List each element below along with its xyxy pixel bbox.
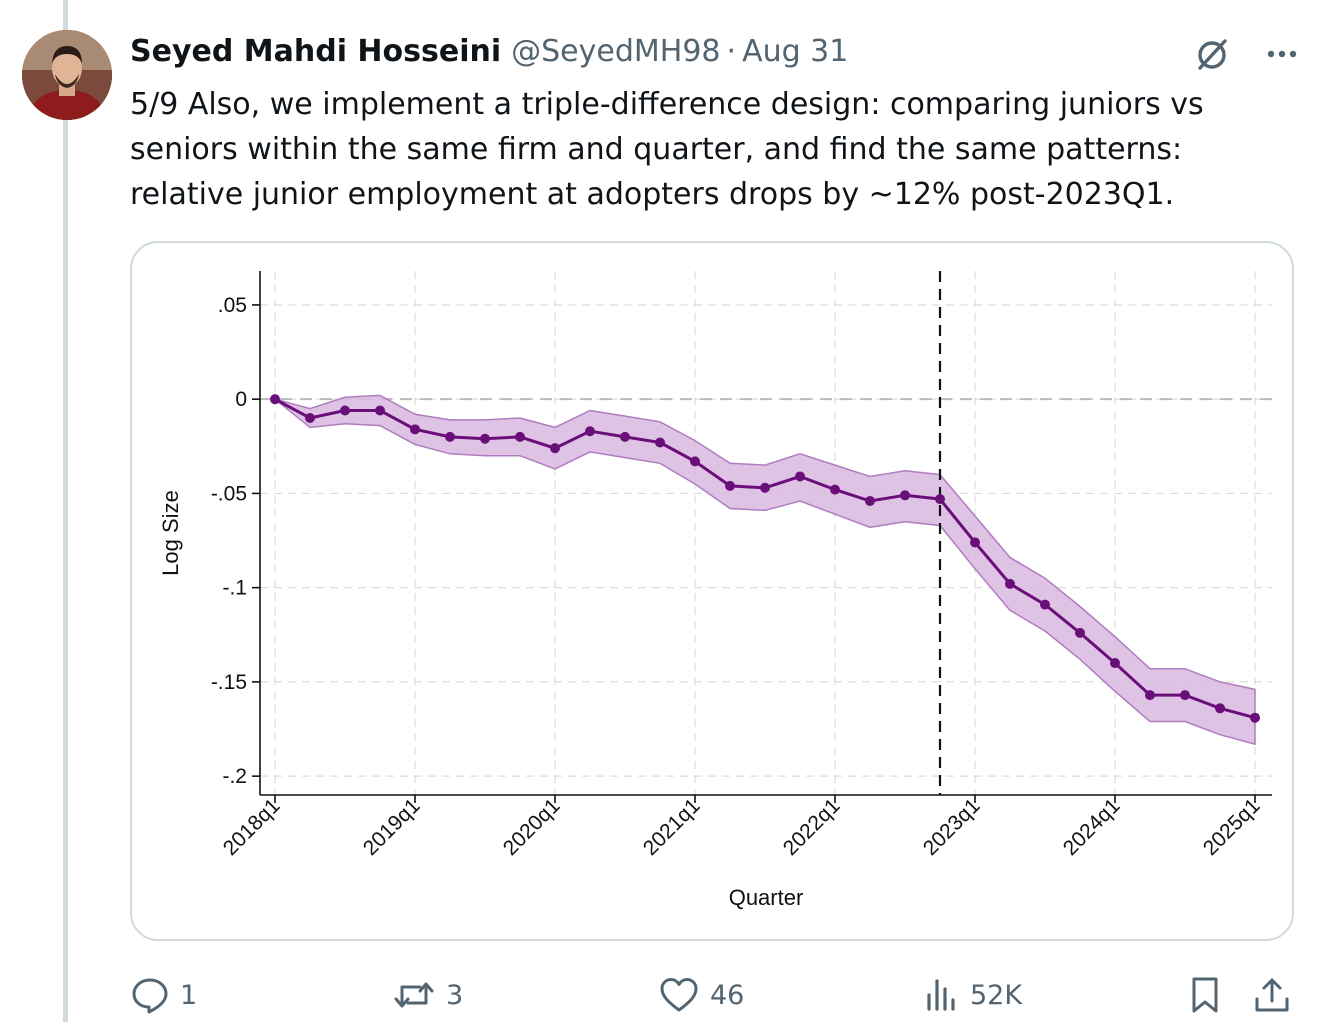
views-button[interactable]: 52K (924, 970, 1022, 1020)
avatar[interactable] (22, 30, 112, 120)
data-point (375, 405, 385, 416)
data-point (795, 471, 805, 482)
data-point (655, 437, 665, 448)
share-button[interactable] (1252, 970, 1292, 1020)
y-tick-label: .05 (218, 294, 247, 317)
data-point (900, 490, 910, 501)
x-tick-label: 2018q1 (219, 794, 285, 860)
y-tick-label: -.1 (222, 577, 247, 600)
data-point (970, 537, 980, 548)
reply-button[interactable]: 1 (130, 970, 197, 1020)
y-axis-title: Log Size (158, 490, 183, 576)
chart: .05 0 -.05 -.1 -.15 -.2 2018q1 2019q1 2020q1 2021… (158, 271, 1272, 910)
data-point (830, 484, 840, 495)
data-point (1180, 690, 1190, 701)
grok-icon (1198, 39, 1227, 70)
data-point (620, 431, 630, 442)
separator-dot: · (726, 34, 737, 69)
tweet-text: 5/9 Also, we implement a triple-differen… (130, 87, 1204, 212)
y-tick-label: -.2 (222, 765, 247, 788)
confidence-band (274, 394, 1256, 746)
like-button[interactable]: 46 (658, 970, 744, 1020)
x-tick-label: 2025q1 (1199, 794, 1265, 860)
data-point (515, 431, 525, 442)
bookmark-button[interactable] (1185, 970, 1225, 1020)
x-tick-label: 2024q1 (1059, 794, 1125, 860)
bookmark-icon (1192, 977, 1218, 1013)
data-point (935, 494, 945, 505)
x-tick-label: 2020q1 (499, 794, 565, 860)
author-name[interactable]: Seyed Mahdi Hosseini (130, 34, 502, 69)
thread-line (63, 0, 68, 1022)
data-point (1215, 703, 1225, 714)
views-icon (927, 979, 955, 1011)
repost-button[interactable]: 3 (392, 970, 463, 1020)
data-point (445, 431, 455, 442)
like-count: 46 (710, 979, 745, 1011)
x-axis-title: Quarter (729, 885, 804, 910)
x-tick-label: 2021q1 (639, 794, 705, 860)
data-point (1250, 712, 1260, 723)
data-point (480, 433, 490, 444)
author-handle[interactable]: @SeyedMH98 (511, 34, 721, 69)
data-point (1075, 627, 1085, 638)
x-tick-label: 2023q1 (919, 794, 985, 860)
data-point (760, 482, 770, 493)
data-point (340, 405, 350, 416)
data-point (1110, 658, 1120, 669)
data-point (410, 424, 420, 435)
action-bar: 1 3 46 52K (130, 970, 1295, 1020)
data-point (725, 480, 735, 491)
tweet-media-chart[interactable]: .05 0 -.05 -.1 -.15 -.2 2018q1 2019q1 2020q1 2021… (130, 241, 1294, 941)
share-icon (1255, 978, 1289, 1012)
heart-icon (660, 978, 698, 1012)
data-point (1040, 599, 1050, 610)
grok-button[interactable] (1192, 34, 1232, 74)
repost-count: 3 (446, 979, 464, 1011)
more-button[interactable] (1262, 34, 1302, 74)
x-tick-label: 2022q1 (779, 794, 845, 860)
header-actions (1192, 34, 1302, 74)
reply-count: 1 (180, 979, 198, 1011)
reply-icon (132, 978, 168, 1014)
repost-icon (394, 982, 434, 1008)
data-point (1005, 578, 1015, 589)
data-point (690, 456, 700, 467)
tweet-header: Seyed Mahdi Hosseini @SeyedMH98 · Aug 31 (130, 34, 848, 74)
tweet-date[interactable]: Aug 31 (742, 34, 849, 69)
data-point (865, 495, 875, 506)
avatar-image (22, 30, 112, 120)
views-count: 52K (970, 979, 1023, 1011)
data-point (270, 394, 280, 405)
y-tick-label: -.05 (211, 482, 247, 505)
more-icon (1267, 50, 1297, 58)
data-point (550, 443, 560, 454)
data-point (305, 413, 315, 424)
y-tick-label: 0 (235, 388, 247, 411)
data-point (585, 426, 595, 437)
x-tick-label: 2019q1 (359, 794, 425, 860)
y-tick-label: -.15 (211, 671, 247, 694)
data-point (1145, 690, 1155, 701)
